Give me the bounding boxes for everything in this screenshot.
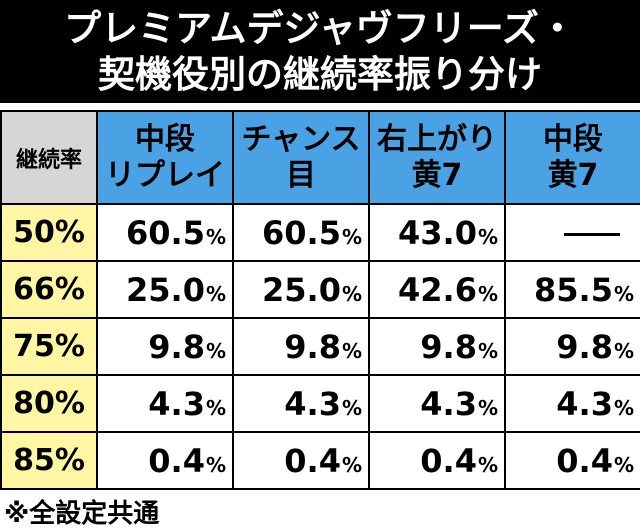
value-number: 25.0	[262, 270, 341, 309]
value-number: 4.3	[556, 384, 613, 423]
header-label: 黄7	[547, 157, 599, 193]
table-row: 85% 0.4% 0.4% 0.4% 0.4%	[0, 431, 640, 490]
value-cell: 4.3%	[96, 374, 234, 433]
value-number: 4.3	[420, 384, 477, 423]
percent-sign: %	[341, 395, 362, 420]
value-number: 25.0	[126, 270, 205, 309]
percent-sign: %	[205, 338, 226, 363]
header-label: 目	[286, 157, 316, 193]
value-cell: 25.0%	[232, 260, 370, 319]
header-label: 右上がり	[377, 121, 497, 157]
percent-sign: %	[205, 224, 226, 249]
percent-sign: %	[613, 452, 634, 477]
percent-sign: %	[613, 395, 634, 420]
table-row: 80% 4.3% 4.3% 4.3% 4.3%	[0, 374, 640, 433]
value-number: 0.4	[284, 441, 341, 480]
value-number: 9.8	[148, 327, 205, 366]
value-number: 4.3	[148, 384, 205, 423]
value-cell: 0.4%	[368, 431, 506, 490]
value-number: 9.8	[284, 327, 341, 366]
header-migiagari-ki7: 右上がり 黄7	[368, 110, 506, 205]
percent-sign: %	[613, 281, 634, 306]
value-number: 4.3	[284, 384, 341, 423]
header-label: チャンス	[241, 121, 361, 157]
percent-sign: %	[477, 224, 498, 249]
value-cell: 25.0%	[96, 260, 234, 319]
value-cell: 43.0%	[368, 203, 506, 262]
table-row: 66% 25.0% 25.0% 42.6% 85.5%	[0, 260, 640, 319]
header-corner: 継続率	[0, 110, 98, 205]
rate-cell: 85%	[0, 431, 98, 490]
percent-sign: %	[613, 338, 634, 363]
rate-cell: 50%	[0, 203, 98, 262]
percent-sign: %	[477, 452, 498, 477]
rate-cell: 66%	[0, 260, 98, 319]
value-cell: 4.3%	[368, 374, 506, 433]
value-cell: 4.3%	[504, 374, 640, 433]
value-cell: 0.4%	[232, 431, 370, 490]
header-label: 中段	[543, 121, 603, 157]
value-cell-empty: —	[504, 203, 640, 262]
value-number: 0.4	[556, 441, 613, 480]
value-cell: 9.8%	[368, 317, 506, 376]
value-cell: 9.8%	[96, 317, 234, 376]
value-cell: 60.5%	[232, 203, 370, 262]
page-title: プレミアムデジャヴフリーズ・ 契機役別の継続率振り分け	[0, 0, 640, 103]
value-cell: 9.8%	[504, 317, 640, 376]
header-chudan-ki7: 中段 黄7	[504, 110, 640, 205]
title-line-2: 契機役別の継続率振り分け	[98, 52, 542, 96]
percent-sign: %	[341, 452, 362, 477]
value-number: 9.8	[420, 327, 477, 366]
header-label: リプレイ	[105, 157, 225, 193]
value-number: 42.6	[398, 270, 477, 309]
value-number: 0.4	[148, 441, 205, 480]
title-line-1: プレミアムデジャヴフリーズ・	[64, 6, 576, 50]
percent-sign: %	[477, 281, 498, 306]
percent-sign: %	[205, 395, 226, 420]
value-number: 85.5	[534, 270, 613, 309]
value-cell: 60.5%	[96, 203, 234, 262]
percent-sign: %	[341, 338, 362, 363]
table-header-row: 継続率 中段 リプレイ チャンス 目 右上がり 黄7 中段 黄7	[0, 110, 640, 205]
header-label: 黄7	[411, 157, 463, 193]
percent-sign: %	[205, 452, 226, 477]
percent-sign: %	[477, 338, 498, 363]
value-number: 9.8	[556, 327, 613, 366]
percent-sign: %	[205, 281, 226, 306]
percent-sign: %	[341, 224, 362, 249]
value-cell: 85.5%	[504, 260, 640, 319]
value-cell: 0.4%	[96, 431, 234, 490]
header-label: 中段	[135, 121, 195, 157]
table-row: 75% 9.8% 9.8% 9.8% 9.8%	[0, 317, 640, 376]
table-row: 50% 60.5% 60.5% 43.0% —	[0, 203, 640, 262]
value-cell: 4.3%	[232, 374, 370, 433]
value-number: 60.5	[262, 213, 341, 252]
value-number: 43.0	[398, 213, 477, 252]
value-number: 60.5	[126, 213, 205, 252]
continuation-rate-table: 継続率 中段 リプレイ チャンス 目 右上がり 黄7 中段 黄7 50% 60.…	[0, 110, 640, 490]
percent-sign: %	[341, 281, 362, 306]
percent-sign: %	[477, 395, 498, 420]
rate-cell: 80%	[0, 374, 98, 433]
value-cell: 0.4%	[504, 431, 640, 490]
header-chudan-replay: 中段 リプレイ	[96, 110, 234, 205]
value-cell: 9.8%	[232, 317, 370, 376]
rate-cell: 75%	[0, 317, 98, 376]
value-number: 0.4	[420, 441, 477, 480]
header-chance-me: チャンス 目	[232, 110, 370, 205]
dash-mark	[564, 233, 620, 236]
value-cell: 42.6%	[368, 260, 506, 319]
footnote: ※全設定共通	[4, 499, 160, 529]
